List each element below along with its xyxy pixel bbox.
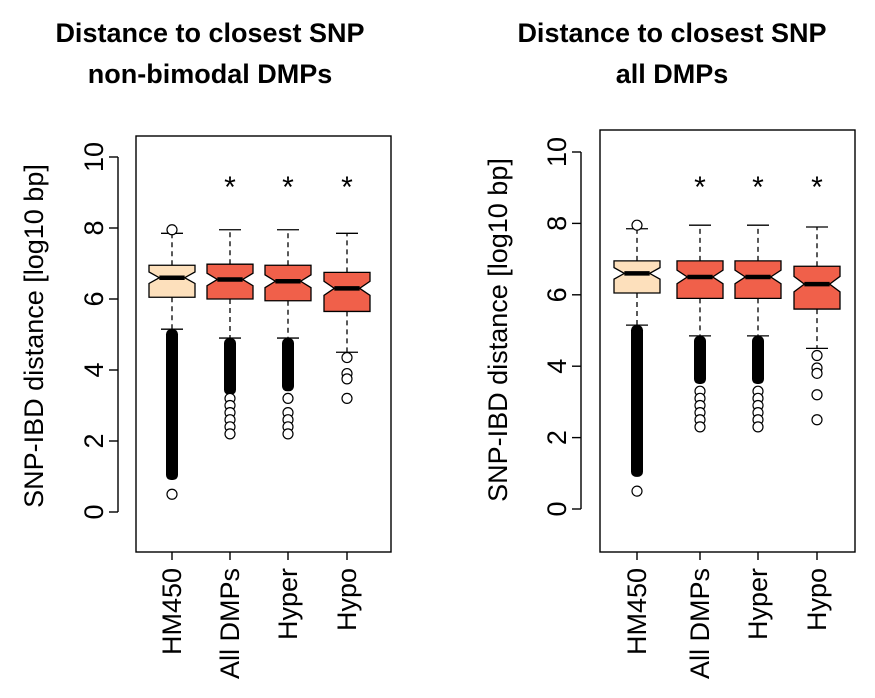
outlier-point xyxy=(811,367,823,379)
box-all-dmps: * xyxy=(676,171,724,433)
y-tick-label: 8 xyxy=(542,216,572,231)
outlier-point xyxy=(811,389,823,401)
x-category-label: HM450 xyxy=(157,568,187,655)
x-category-label: Hyper xyxy=(743,568,773,640)
significance-star: * xyxy=(694,171,706,204)
dense-outliers xyxy=(282,338,294,392)
outlier-point xyxy=(282,428,294,440)
left-boxplot-panel: Distance to closest SNP non-bimodal DMPs… xyxy=(19,18,392,679)
significance-star: * xyxy=(752,171,764,204)
significance-star: * xyxy=(224,171,236,204)
dense-outliers xyxy=(631,325,643,477)
significance-star: * xyxy=(811,171,823,204)
box-hypo: * xyxy=(793,171,841,426)
y-tick-label: 6 xyxy=(542,287,572,302)
plot-area: 0 2 4 6 8 10 HM450 * All DMPs * Hyper * Hypo xyxy=(542,137,841,679)
outlier-point xyxy=(166,488,178,500)
y-axis-title: SNP-IBD distance [log10 bp] xyxy=(483,158,513,502)
x-category-label: All DMPs xyxy=(215,568,245,679)
x-category-label: Hypo xyxy=(332,568,362,631)
chart-title-line-1: Distance to closest SNP xyxy=(517,18,826,48)
iqr-box xyxy=(148,264,196,298)
outlier-point xyxy=(166,224,178,236)
outlier-point xyxy=(631,485,643,497)
outlier-point xyxy=(341,392,353,404)
right-boxplot-panel: Distance to closest SNP all DMPs SNP-IBD… xyxy=(483,18,856,679)
y-tick-label: 4 xyxy=(79,362,109,377)
outlier-point xyxy=(224,428,236,440)
y-tick-label: 4 xyxy=(542,359,572,374)
y-tick-label: 0 xyxy=(542,501,572,516)
outlier-point xyxy=(694,421,706,433)
dense-outliers xyxy=(752,335,764,385)
outlier-point xyxy=(752,421,764,433)
y-tick-label: 2 xyxy=(542,430,572,445)
iqr-box xyxy=(793,265,841,310)
outlier-point xyxy=(341,351,353,364)
y-tick-label: 10 xyxy=(542,137,572,167)
box-hyper: * xyxy=(264,171,312,440)
outlier-point xyxy=(282,392,294,404)
y-tick-label: 6 xyxy=(79,291,109,306)
plot-frame xyxy=(135,135,392,553)
box-hm450 xyxy=(613,219,661,497)
chart-title-line-2: non-bimodal DMPs xyxy=(88,59,333,89)
dense-outliers xyxy=(224,338,236,395)
y-tick-label: 2 xyxy=(79,433,109,448)
significance-star: * xyxy=(341,171,353,204)
x-category-label: Hypo xyxy=(802,568,832,631)
outlier-point xyxy=(631,219,643,231)
y-axis-title: SNP-IBD distance [log10 bp] xyxy=(19,164,49,508)
box-hypo: * xyxy=(323,171,371,404)
chart-title-line-2: all DMPs xyxy=(616,59,729,89)
x-category-label: All DMPs xyxy=(685,568,715,679)
box-hm450 xyxy=(148,224,196,500)
x-category-label: HM450 xyxy=(622,568,652,655)
y-tick-label: 0 xyxy=(79,504,109,519)
outlier-point xyxy=(341,373,353,385)
dense-outliers xyxy=(694,335,706,385)
box-all-dmps: * xyxy=(206,171,254,440)
significance-star: * xyxy=(282,171,294,204)
outlier-point xyxy=(811,414,823,426)
plot-frame xyxy=(599,129,856,553)
x-category-label: Hyper xyxy=(273,568,303,640)
y-tick-label: 10 xyxy=(79,142,109,172)
chart-title-line-1: Distance to closest SNP xyxy=(55,18,364,48)
iqr-box xyxy=(613,260,661,294)
box-hyper: * xyxy=(734,171,782,433)
plot-area: 0 2 4 6 8 10 HM450 * All DMPs * Hyper * Hypo xyxy=(79,142,371,679)
dense-outliers xyxy=(166,329,178,481)
iqr-box xyxy=(323,271,371,313)
iqr-box xyxy=(676,260,724,300)
outlier-point xyxy=(811,349,823,362)
y-tick-label: 8 xyxy=(79,220,109,235)
iqr-box xyxy=(734,260,782,300)
